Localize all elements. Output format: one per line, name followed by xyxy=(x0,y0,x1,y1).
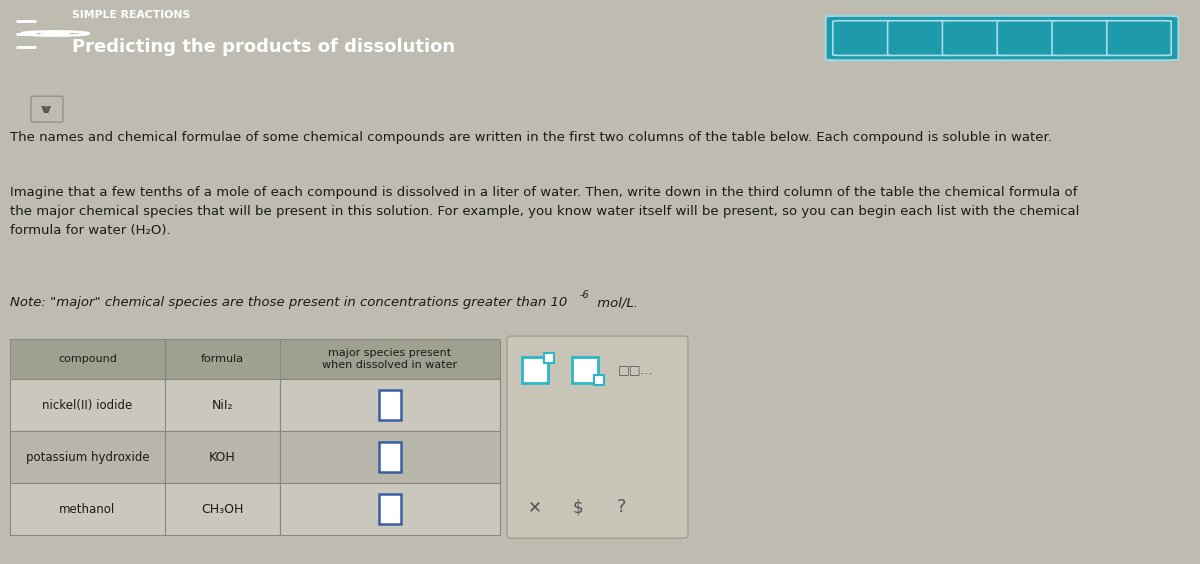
Text: potassium hydroxide: potassium hydroxide xyxy=(25,451,149,464)
Bar xyxy=(572,357,598,383)
Text: nickel(II) iodide: nickel(II) iodide xyxy=(42,399,133,412)
Bar xyxy=(10,431,166,483)
Text: $: $ xyxy=(572,498,583,516)
Text: Imagine that a few tenths of a mole of each compound is dissolved in a liter of : Imagine that a few tenths of a mole of e… xyxy=(10,186,1079,237)
Text: methanol: methanol xyxy=(59,503,115,515)
FancyBboxPatch shape xyxy=(508,336,688,538)
Text: CH₃OH: CH₃OH xyxy=(202,503,244,515)
Bar xyxy=(10,483,166,535)
Bar xyxy=(166,379,280,431)
Text: ✕: ✕ xyxy=(528,498,542,516)
Bar xyxy=(166,483,280,535)
Text: v: v xyxy=(41,103,49,116)
Bar xyxy=(379,442,401,472)
FancyBboxPatch shape xyxy=(1106,21,1171,55)
Text: Predicting the products of dissolution: Predicting the products of dissolution xyxy=(72,38,455,56)
Text: -6: -6 xyxy=(580,290,589,300)
Bar xyxy=(280,339,500,379)
Bar xyxy=(522,357,548,383)
FancyBboxPatch shape xyxy=(833,21,898,55)
FancyBboxPatch shape xyxy=(942,21,1007,55)
FancyBboxPatch shape xyxy=(997,21,1062,55)
Text: mol/L.: mol/L. xyxy=(593,296,638,309)
Bar xyxy=(280,379,500,431)
Text: ?: ? xyxy=(617,498,626,516)
Text: Note: "major" chemical species are those present in concentrations greater than : Note: "major" chemical species are those… xyxy=(10,296,568,309)
Text: KOH: KOH xyxy=(209,451,236,464)
Text: NiI₂: NiI₂ xyxy=(211,399,233,412)
FancyBboxPatch shape xyxy=(1052,21,1116,55)
Bar xyxy=(166,431,280,483)
Bar xyxy=(280,483,500,535)
Circle shape xyxy=(41,33,70,34)
Bar xyxy=(544,353,554,363)
Text: SIMPLE REACTIONS: SIMPLE REACTIONS xyxy=(72,10,191,20)
Text: □□...: □□... xyxy=(618,364,654,377)
Text: v: v xyxy=(43,103,52,116)
FancyBboxPatch shape xyxy=(888,21,952,55)
Bar xyxy=(379,494,401,524)
Text: formula: formula xyxy=(200,354,244,364)
Bar xyxy=(594,375,604,385)
FancyBboxPatch shape xyxy=(826,16,1178,60)
Text: compound: compound xyxy=(58,354,116,364)
Bar xyxy=(379,390,401,420)
Text: The names and chemical formulae of some chemical compounds are written in the fi: The names and chemical formulae of some … xyxy=(10,131,1052,144)
Bar xyxy=(10,339,166,379)
Text: major species present
when dissolved in water: major species present when dissolved in … xyxy=(323,349,457,370)
Bar xyxy=(10,379,166,431)
FancyBboxPatch shape xyxy=(31,96,64,122)
Bar xyxy=(166,339,280,379)
Bar xyxy=(280,431,500,483)
